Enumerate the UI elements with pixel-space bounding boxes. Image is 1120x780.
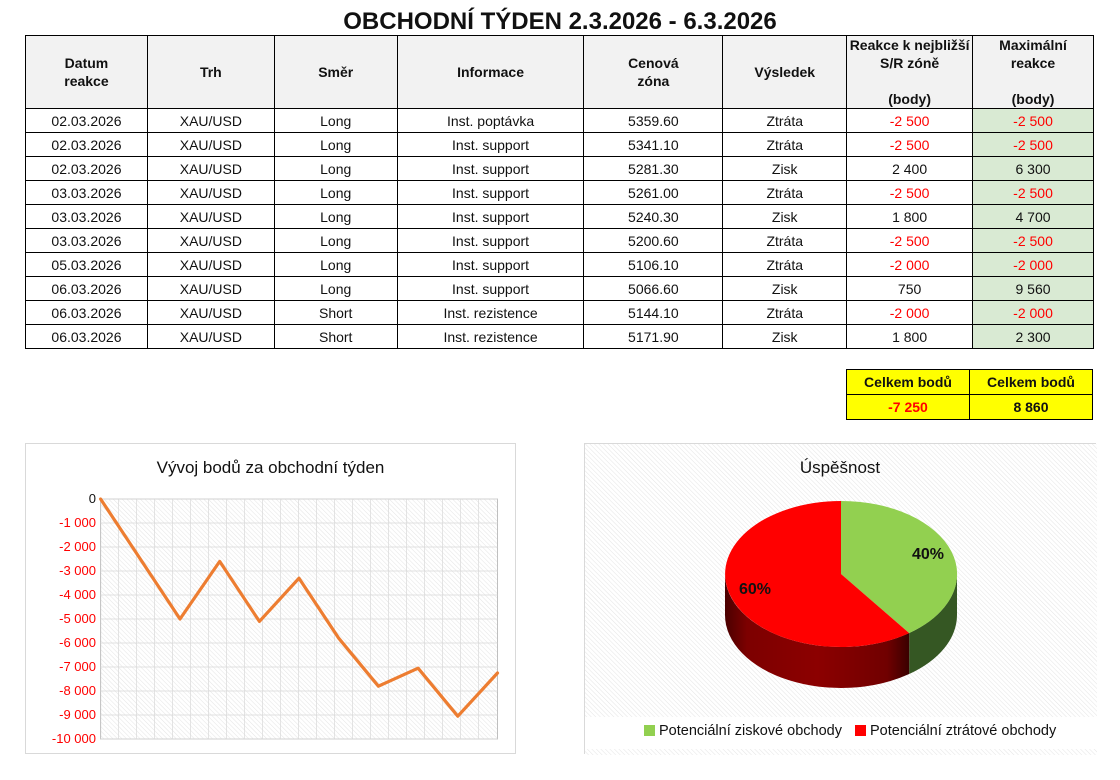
svg-text:-4 000: -4 000 <box>59 587 96 602</box>
svg-text:40%: 40% <box>912 546 944 563</box>
svg-text:60%: 60% <box>739 581 771 598</box>
svg-text:-9 000: -9 000 <box>59 707 96 722</box>
svg-text:-8 000: -8 000 <box>59 683 96 698</box>
svg-text:-3 000: -3 000 <box>59 563 96 578</box>
svg-text:-6 000: -6 000 <box>59 635 96 650</box>
svg-text:Potenciální ziskové obchody: Potenciální ziskové obchody <box>659 723 843 739</box>
svg-text:-2 000: -2 000 <box>59 539 96 554</box>
svg-text:0: 0 <box>89 491 96 506</box>
svg-text:-5 000: -5 000 <box>59 611 96 626</box>
svg-text:-1 000: -1 000 <box>59 515 96 530</box>
svg-text:-10 000: -10 000 <box>52 731 96 746</box>
svg-text:Potenciální ztrátové obchody: Potenciální ztrátové obchody <box>870 723 1057 739</box>
svg-text:-7 000: -7 000 <box>59 659 96 674</box>
